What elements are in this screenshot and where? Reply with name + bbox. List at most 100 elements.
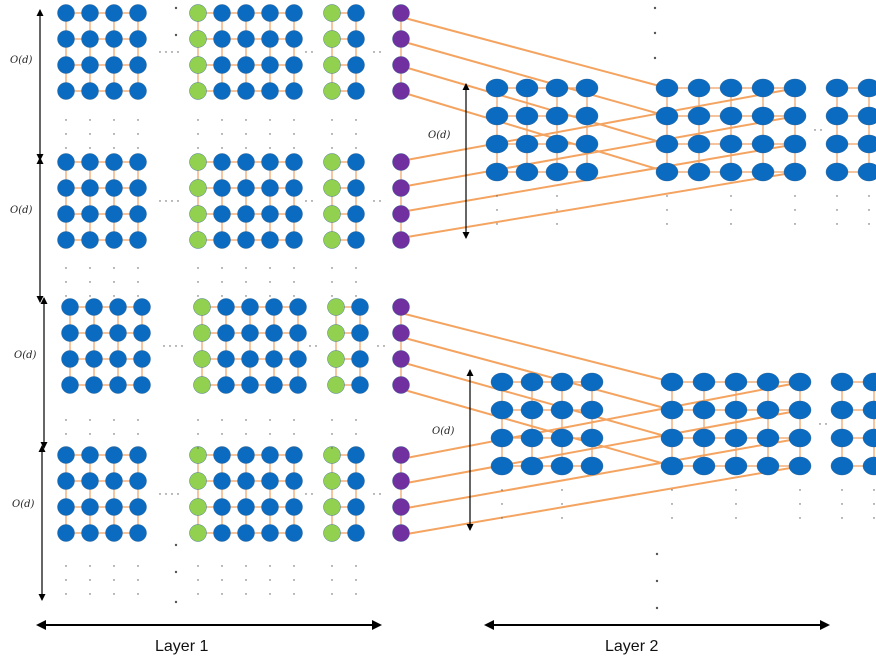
- node-green: [323, 498, 341, 516]
- node-blue: [217, 376, 235, 394]
- ellipsis-dot: [137, 433, 139, 435]
- ellipsis-dot: [269, 133, 271, 135]
- node-blue: [105, 498, 123, 516]
- node-blue: [285, 472, 303, 490]
- ellipsis-dot: [501, 489, 503, 491]
- ellipsis-dot: [819, 423, 821, 425]
- node-blue: [213, 30, 231, 48]
- ellipsis-dot: [159, 200, 161, 202]
- node-green: [193, 376, 211, 394]
- ellipsis-dot: [113, 433, 115, 435]
- ellipsis-dot: [269, 447, 271, 449]
- node-blue-green-rim: [825, 78, 849, 98]
- node-blue: [237, 179, 255, 197]
- ellipsis-dot: [221, 281, 223, 283]
- node-blue: [285, 231, 303, 249]
- ellipsis-dot: [89, 447, 91, 449]
- od-label-2: O(d): [10, 205, 33, 216]
- ellipsis-dot: [65, 281, 67, 283]
- node-blue: [687, 78, 711, 98]
- ellipsis-dot: [89, 593, 91, 595]
- node-blue: [105, 82, 123, 100]
- node-blue: [485, 106, 509, 126]
- node-blue: [213, 179, 231, 197]
- node-purple: [392, 298, 410, 316]
- node-blue: [105, 30, 123, 48]
- ellipsis-dot: [175, 345, 177, 347]
- node-blue: [351, 298, 369, 316]
- node-blue: [265, 324, 283, 342]
- node-green: [189, 205, 207, 223]
- ellipsis-dot: [735, 489, 737, 491]
- ellipsis-dot: [814, 129, 816, 131]
- node-blue: [61, 324, 79, 342]
- ellipsis-dot: [293, 579, 295, 581]
- ellipsis-dot: [137, 419, 139, 421]
- ellipsis-dot: [841, 517, 843, 519]
- ellipsis-dot: [653, 56, 657, 60]
- ellipsis-dot: [561, 503, 563, 505]
- node-blue: [261, 524, 279, 542]
- ellipsis-dot: [245, 147, 247, 149]
- node-blue: [265, 350, 283, 368]
- node-blue: [550, 372, 574, 392]
- ellipsis-dot: [65, 593, 67, 595]
- node-blue-green-rim: [655, 78, 679, 98]
- node-blue: [129, 498, 147, 516]
- node-blue: [81, 30, 99, 48]
- ellipsis-dot: [331, 119, 333, 121]
- node-blue: [81, 524, 99, 542]
- node-blue: [285, 30, 303, 48]
- ellipsis-dot: [65, 447, 67, 449]
- node-blue: [751, 162, 775, 182]
- left-od-arrows: O(d) O(d) O(d) O(d): [10, 9, 48, 601]
- node-green: [323, 4, 341, 22]
- ellipsis-dot: [269, 579, 271, 581]
- ellipsis-dot: [820, 129, 822, 131]
- node-blue: [129, 179, 147, 197]
- ellipsis-dots: [65, 6, 875, 610]
- node-blue: [289, 376, 307, 394]
- ellipsis-dot: [113, 119, 115, 121]
- node-blue: [575, 134, 599, 154]
- node-blue: [347, 231, 365, 249]
- ellipsis-dot: [137, 281, 139, 283]
- ellipsis-dot: [269, 419, 271, 421]
- node-blue: [545, 162, 569, 182]
- ellipsis-dot: [65, 295, 67, 297]
- od-label-l2-top: O(d): [428, 130, 451, 141]
- cross-edge: [400, 40, 668, 117]
- node-blue: [81, 231, 99, 249]
- node-blue: [347, 4, 365, 22]
- cross-edge: [400, 65, 668, 145]
- node-blue: [285, 524, 303, 542]
- ellipsis-dot: [197, 133, 199, 135]
- node-blue: [213, 56, 231, 74]
- node-blue: [237, 205, 255, 223]
- node-blue: [788, 428, 812, 448]
- node-blue: [261, 30, 279, 48]
- ellipsis-dot: [89, 433, 91, 435]
- ellipsis-dot: [89, 295, 91, 297]
- node-blue: [347, 153, 365, 171]
- node-green: [193, 298, 211, 316]
- node-blue: [580, 428, 604, 448]
- ellipsis-dot: [293, 419, 295, 421]
- node-blue: [241, 324, 259, 342]
- node-blue: [81, 498, 99, 516]
- ellipsis-dot: [245, 133, 247, 135]
- ellipsis-dot: [165, 493, 167, 495]
- ellipsis-dot: [269, 147, 271, 149]
- node-blue: [129, 231, 147, 249]
- ellipsis-dot: [730, 209, 732, 211]
- node-green: [327, 324, 345, 342]
- ellipsis-dot: [245, 295, 247, 297]
- ellipsis-dot: [245, 267, 247, 269]
- ellipsis-dot: [671, 489, 673, 491]
- node-blue: [285, 179, 303, 197]
- node-green: [323, 446, 341, 464]
- node-blue: [550, 456, 574, 476]
- node-blue: [85, 298, 103, 316]
- ellipsis-dot: [137, 147, 139, 149]
- ellipsis-dot: [868, 209, 870, 211]
